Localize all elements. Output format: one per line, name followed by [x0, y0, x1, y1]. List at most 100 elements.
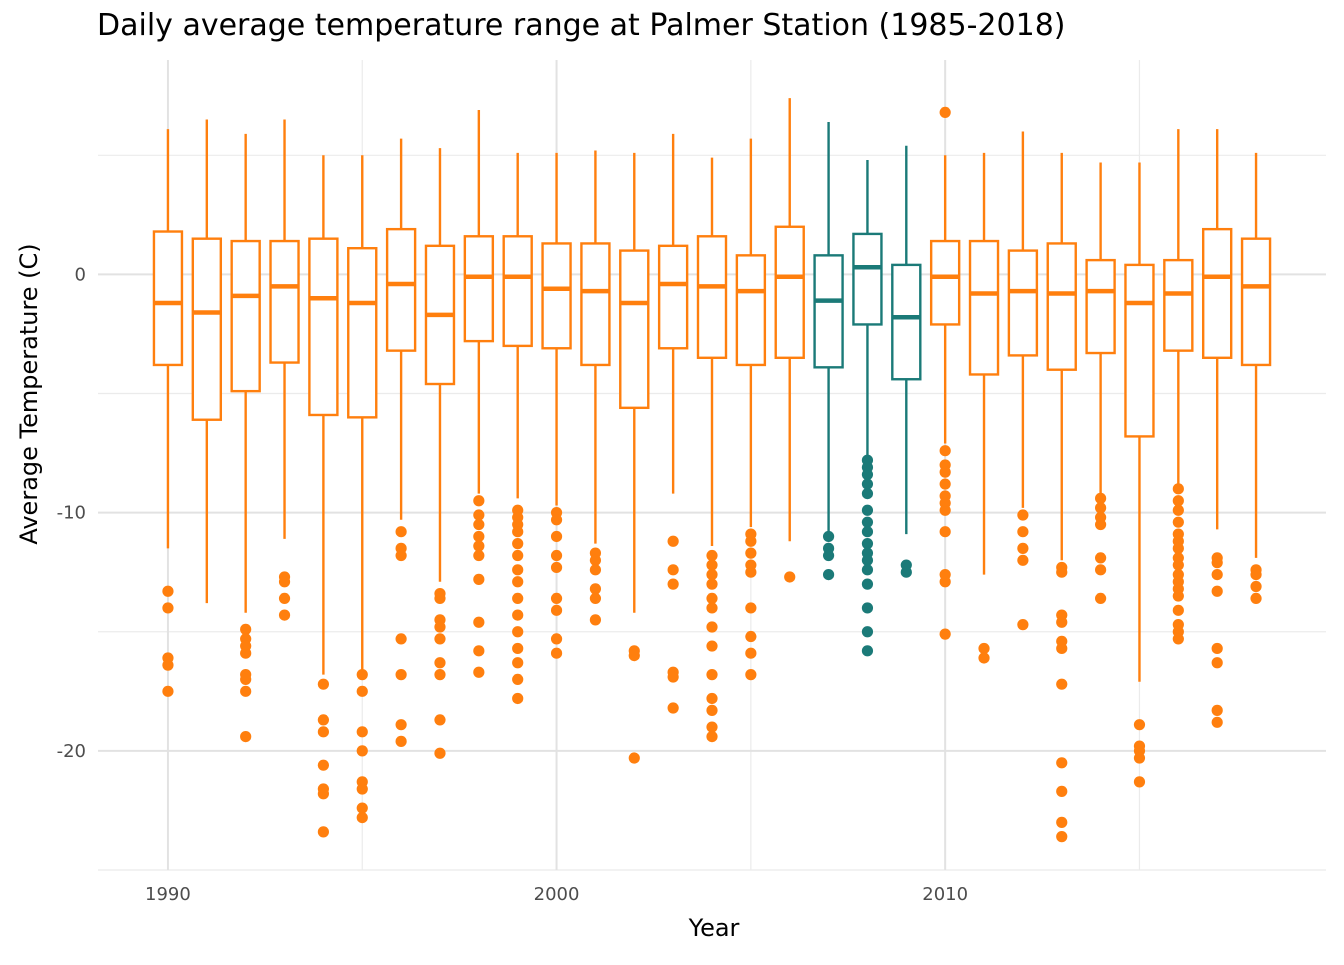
outlier-point: [745, 669, 757, 681]
outlier-point: [550, 561, 563, 574]
outlier-point: [1095, 564, 1107, 576]
outlier-point: [317, 726, 329, 738]
box-2000: [541, 152, 572, 659]
box-iqr: [269, 239, 300, 364]
outlier-point: [706, 559, 718, 571]
outlier-point: [1250, 568, 1262, 581]
outlier-point: [356, 783, 368, 795]
outlier-point: [512, 609, 524, 621]
outlier-point: [861, 578, 874, 590]
outlier-point: [1211, 585, 1223, 597]
box-iqr: [463, 235, 495, 343]
outlier-point: [939, 526, 951, 538]
outlier-point: [1095, 502, 1107, 514]
outlier-point: [473, 573, 485, 585]
outlier-point: [706, 621, 718, 633]
outlier-point: [550, 592, 563, 605]
box-1991: [191, 119, 223, 604]
outlier-point: [162, 602, 174, 614]
outlier-point: [667, 702, 679, 714]
outlier-point: [784, 571, 796, 583]
outlier-point: [1172, 633, 1184, 645]
outlier-point: [1133, 752, 1146, 764]
box-iqr: [813, 254, 844, 369]
outlier-point: [512, 538, 524, 550]
box-2010: [929, 106, 961, 640]
outlier-point: [745, 647, 757, 659]
outlier-point: [1095, 492, 1107, 504]
outlier-point: [317, 714, 329, 726]
box-iqr: [696, 235, 728, 359]
outlier-point: [550, 604, 563, 616]
outlier-point: [317, 788, 329, 800]
outlier-point: [473, 616, 485, 628]
outlier-point: [861, 468, 874, 481]
outlier-point: [240, 623, 252, 635]
box-iqr: [774, 225, 805, 359]
outlier-point: [434, 592, 446, 605]
outlier-point: [356, 726, 368, 738]
outlier-point: [1056, 785, 1068, 797]
outlier-point: [512, 657, 524, 669]
outlier-point: [1172, 542, 1184, 554]
outlier-point: [1056, 678, 1068, 690]
outlier-point: [550, 633, 563, 645]
outlier-point: [278, 592, 291, 605]
box-1999: [502, 152, 533, 705]
outlier-point: [278, 609, 291, 621]
outlier-point: [1056, 816, 1068, 828]
box-2018: [1240, 152, 1272, 605]
outlier-point: [550, 530, 563, 543]
outlier-point: [473, 666, 485, 678]
outlier-point: [356, 669, 368, 681]
outlier-point: [512, 592, 524, 605]
outlier-point: [1250, 580, 1262, 593]
outlier-point: [861, 538, 874, 550]
outlier-point: [1172, 590, 1184, 602]
outlier-point: [1172, 516, 1184, 528]
outlier-point: [550, 514, 563, 526]
box-iqr: [152, 230, 184, 367]
box-1997: [424, 148, 456, 759]
outlier-point: [861, 504, 874, 516]
outlier-point: [589, 554, 602, 566]
box-2012: [1007, 131, 1039, 631]
outlier-point: [550, 549, 563, 562]
outlier-point: [1211, 642, 1223, 655]
box-iqr: [1201, 227, 1233, 359]
box-iqr: [968, 239, 1000, 376]
outlier-point: [434, 621, 446, 633]
outlier-point: [706, 549, 718, 562]
box-1996: [385, 138, 417, 747]
box-iqr: [191, 237, 223, 421]
outlier-point: [1056, 757, 1068, 769]
y-tick-label: -20: [57, 741, 86, 762]
box-iqr: [1163, 258, 1194, 352]
box-2015: [1124, 162, 1155, 788]
outlier-point: [473, 530, 485, 543]
outlier-point: [512, 549, 524, 562]
box-iqr: [230, 239, 261, 393]
box-2017: [1201, 129, 1233, 728]
outlier-point: [473, 495, 485, 507]
box-iqr: [580, 242, 611, 367]
outlier-point: [512, 526, 524, 538]
x-axis-title: Year: [688, 914, 740, 942]
box-iqr: [1046, 242, 1077, 371]
outlier-point: [939, 504, 951, 516]
outlier-point: [745, 535, 757, 547]
outlier-point: [589, 564, 602, 576]
outlier-point: [706, 669, 718, 681]
outlier-point: [1172, 483, 1184, 495]
box-2013: [1046, 152, 1077, 843]
box-1994: [308, 155, 339, 838]
outlier-point: [861, 487, 874, 500]
outlier-point: [162, 685, 174, 697]
box-2009: [891, 145, 922, 578]
outlier-point: [1211, 557, 1223, 569]
outlier-point: [706, 602, 718, 614]
box-1995: [347, 155, 378, 824]
box-iqr: [852, 232, 883, 326]
outlier-point: [395, 526, 407, 538]
